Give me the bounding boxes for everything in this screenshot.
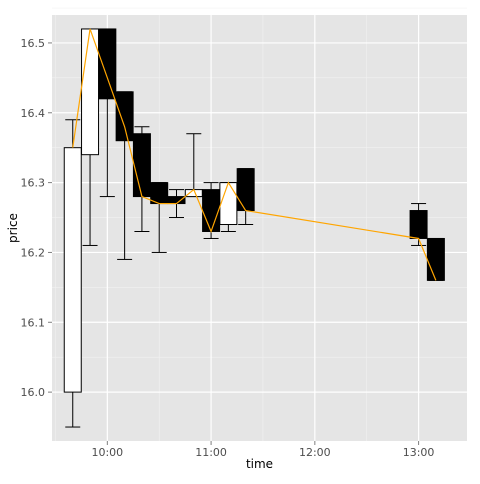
y-axis-label: price — [6, 213, 20, 243]
candle-body — [202, 189, 221, 232]
y-tick-label: 16.2 — [21, 246, 46, 259]
y-tick-label: 16.4 — [21, 107, 46, 120]
x-tick-label: 13:00 — [403, 446, 435, 459]
candle-body — [63, 147, 82, 393]
minor-gridlines — [52, 7, 467, 441]
candle-body — [167, 196, 186, 205]
candle-body — [81, 28, 100, 156]
plot-panel — [52, 15, 467, 441]
candle-body — [426, 237, 445, 281]
candle-body — [409, 210, 428, 239]
x-tick-label: 10:00 — [91, 446, 123, 459]
y-axis: 16.0 16.1 16.2 16.3 16.4 16.5 — [21, 37, 52, 399]
price-line-layer — [72, 28, 437, 281]
y-tick-label: 16.5 — [21, 37, 46, 50]
candle-body — [236, 168, 255, 212]
price-line — [72, 28, 437, 281]
y-tick-label: 16.3 — [21, 177, 46, 190]
candle-body — [115, 91, 134, 142]
candle-body — [98, 28, 117, 100]
x-axis-label: time — [246, 457, 273, 471]
candle-body — [132, 133, 151, 198]
candle-body — [150, 182, 169, 205]
x-axis: 10:00 11:00 12:00 13:00 — [91, 441, 434, 459]
candle-body — [219, 182, 238, 226]
y-tick-label: 16.0 — [21, 386, 46, 399]
y-tick-label: 16.1 — [21, 316, 46, 329]
major-gridlines — [52, 15, 467, 441]
x-tick-label: 12:00 — [299, 446, 331, 459]
x-tick-label: 11:00 — [195, 446, 227, 459]
